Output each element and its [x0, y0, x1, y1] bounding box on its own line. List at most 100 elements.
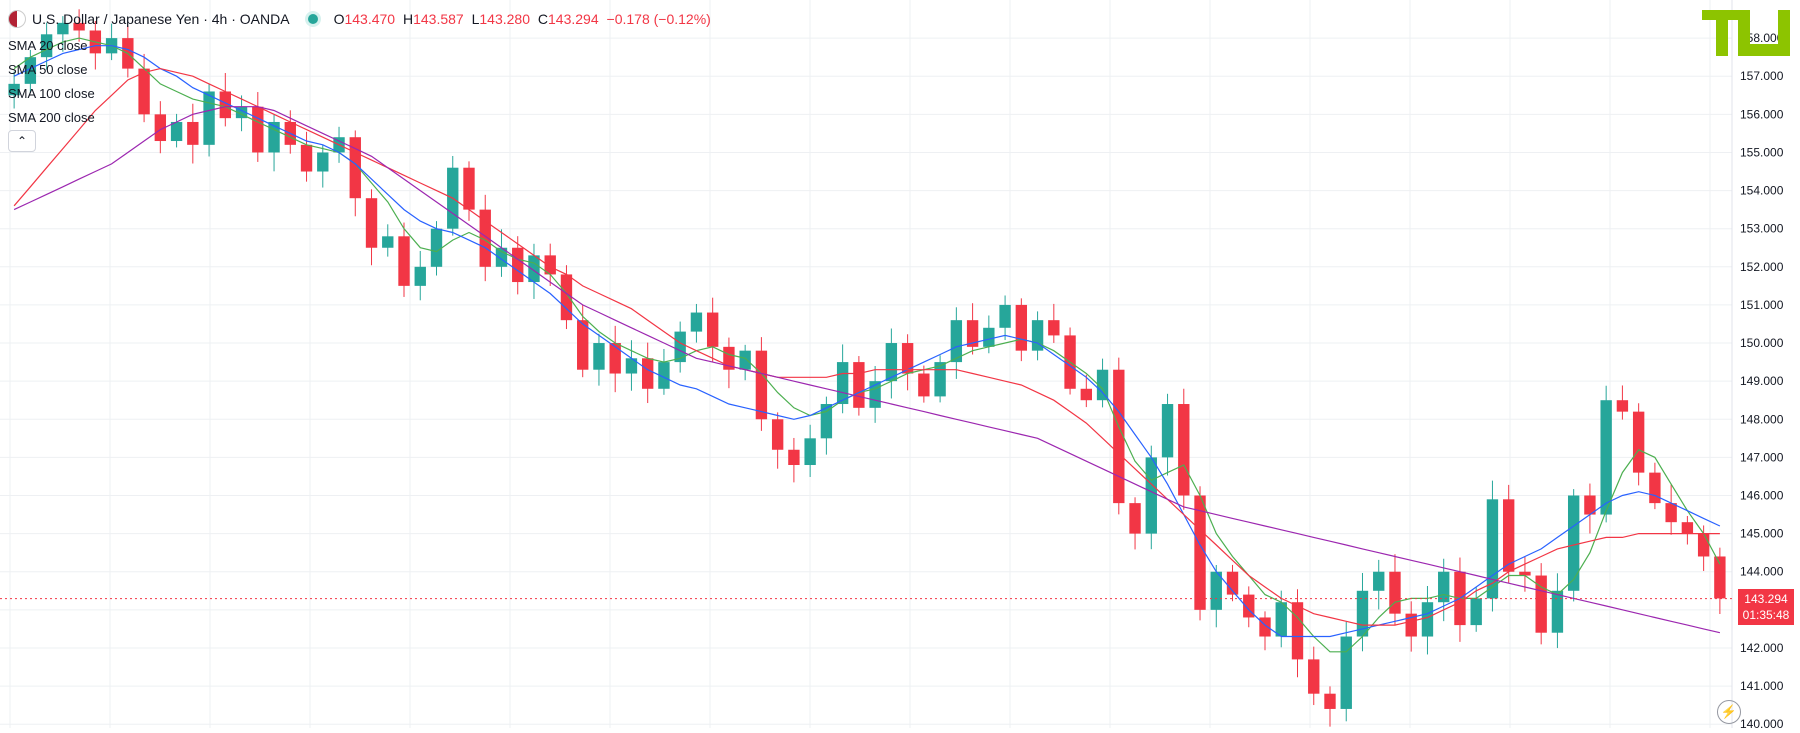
candle-body	[1145, 457, 1157, 534]
change-value: −0.178 (−0.12%)	[606, 11, 711, 27]
candle-body	[268, 121, 280, 153]
candle-body	[1015, 304, 1028, 351]
price-axis-label: 157.000	[1740, 69, 1784, 83]
candle-body	[706, 312, 719, 347]
open-value: 143.470	[344, 11, 396, 27]
candle-body	[658, 362, 670, 389]
candle-body	[820, 404, 833, 439]
tu-logo: TU	[1702, 10, 1790, 56]
candle-body	[1340, 636, 1352, 709]
candle-body	[219, 91, 231, 119]
candle-body	[8, 83, 20, 96]
candle-body	[1405, 613, 1417, 637]
candle-body	[755, 350, 768, 420]
candle-body	[1519, 571, 1531, 576]
candle-body	[235, 106, 248, 119]
candle-body	[73, 22, 85, 31]
candle-body	[1243, 594, 1255, 618]
price-axis-label: 158.000	[1740, 31, 1784, 45]
candle-body	[138, 68, 150, 115]
high-value: 143.587	[413, 11, 464, 27]
candle-body	[1649, 472, 1661, 504]
price-axis-label: 146.000	[1740, 488, 1784, 502]
candle-body	[382, 236, 394, 248]
candle-body	[1389, 571, 1401, 614]
collapse-legend-button[interactable]: ⌃	[8, 130, 36, 152]
price-axis-label: 151.000	[1740, 298, 1784, 312]
candle-body	[625, 358, 638, 374]
candle-body	[1275, 602, 1287, 637]
market-status-icon	[307, 14, 318, 24]
candle-body	[154, 114, 167, 142]
candle-body	[1161, 404, 1174, 458]
candle-body	[934, 362, 946, 397]
candle-body	[1129, 503, 1141, 534]
candle-body	[950, 320, 963, 363]
candle-body	[1665, 503, 1677, 523]
close-label: C	[537, 11, 549, 27]
candle-body	[187, 121, 199, 145]
usd-jpy-flag-icon	[8, 10, 26, 28]
candle-body	[1373, 571, 1385, 591]
candle-body	[1470, 598, 1482, 626]
price-axis-label: 148.000	[1740, 412, 1784, 426]
candle-body	[1421, 602, 1434, 637]
sma20-line	[13, 37, 1721, 653]
lightning-icon[interactable]: ⚡	[1717, 700, 1741, 724]
candle-body	[203, 91, 215, 145]
bar-countdown: 01:35:48	[1742, 607, 1790, 622]
candle-body	[739, 350, 751, 370]
candle-body	[365, 198, 378, 248]
high-label: H	[402, 11, 414, 27]
price-axis-label: 140.000	[1740, 717, 1784, 728]
candle-body	[1096, 369, 1109, 401]
candle-body	[1080, 388, 1092, 401]
candle-body	[463, 167, 475, 210]
legend-sma200[interactable]: SMA 200 close	[8, 110, 95, 125]
candle-body	[1438, 571, 1450, 603]
indicator-legend: SMA 20 close SMA 50 close SMA 100 close …	[8, 34, 95, 130]
candle-body	[1503, 499, 1515, 572]
candle-body	[609, 343, 621, 374]
symbol-title[interactable]: U.S. Dollar / Japanese Yen · 4h · OANDA	[32, 11, 290, 27]
candle-body	[560, 274, 573, 321]
candle-body	[414, 266, 426, 286]
price-axis-label: 141.000	[1740, 679, 1784, 693]
price-axis-label: 153.000	[1740, 222, 1784, 236]
candle-body	[918, 373, 930, 397]
candle-body	[1486, 499, 1499, 599]
candle-body	[1535, 575, 1547, 633]
candle-body	[1551, 590, 1564, 633]
candle-body	[1356, 590, 1369, 637]
candle-body	[885, 343, 898, 382]
price-axis-label: 152.000	[1740, 260, 1784, 274]
candle-body	[1259, 617, 1271, 637]
candle-body	[1194, 495, 1206, 610]
price-axis-label: 155.000	[1740, 145, 1784, 159]
price-axis-label: 149.000	[1740, 374, 1784, 388]
candle-body	[804, 438, 816, 466]
candle-body	[1226, 571, 1239, 595]
candle-body	[430, 228, 443, 267]
price-axis-label: 154.000	[1740, 184, 1784, 198]
candle-body	[1714, 556, 1726, 599]
candle-body	[1600, 400, 1612, 515]
candle-body	[512, 247, 524, 283]
candle-body	[544, 255, 556, 275]
candle-body	[593, 343, 605, 370]
candle-body	[966, 320, 979, 347]
chart-header: U.S. Dollar / Japanese Yen · 4h · OANDA …	[8, 10, 715, 28]
candle-body	[1048, 320, 1060, 336]
sma100-line	[13, 67, 1720, 626]
candle-body	[1178, 404, 1190, 496]
candle-body	[1681, 522, 1694, 534]
candle-body	[690, 312, 703, 332]
legend-sma20[interactable]: SMA 20 close	[8, 38, 88, 53]
candle-body	[901, 343, 914, 374]
candle-body	[349, 137, 361, 199]
legend-sma100[interactable]: SMA 100 close	[8, 86, 95, 101]
candle-body	[528, 255, 540, 283]
legend-sma50[interactable]: SMA 50 close	[8, 62, 88, 77]
